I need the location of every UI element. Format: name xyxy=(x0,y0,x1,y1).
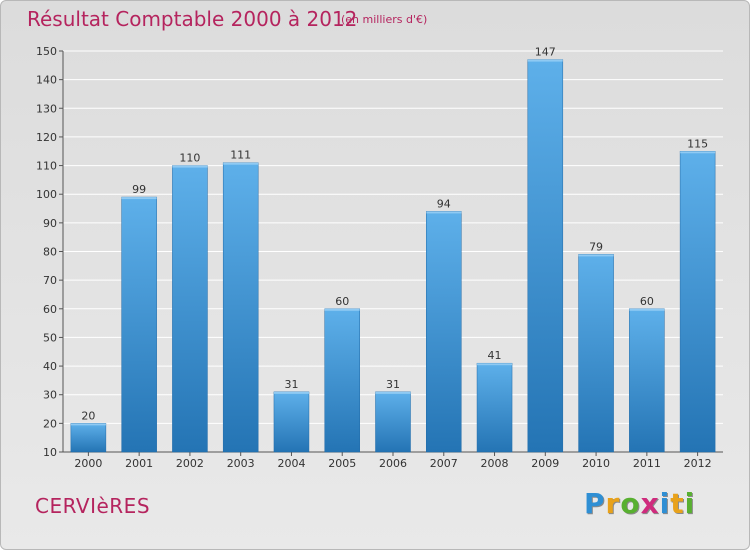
bar-2004 xyxy=(273,391,310,453)
data-label-2010: 79 xyxy=(589,240,603,253)
y-tick-label: 150 xyxy=(36,45,57,58)
bar-2012 xyxy=(679,151,716,453)
bar-highlight-2004 xyxy=(273,391,309,394)
label-layer: 20 99 110 111 31 60 31 94 41 147 79 60 115 xyxy=(81,46,708,423)
bar-highlight-2012 xyxy=(680,151,716,154)
chart-subtitle: (en milliers d'€) xyxy=(341,13,428,26)
bar-highlight-2011 xyxy=(629,308,665,311)
data-label-2007: 94 xyxy=(437,197,451,210)
data-label-2011: 60 xyxy=(640,295,654,308)
x-tick-label: 2010 xyxy=(582,457,610,470)
y-tick-label: 30 xyxy=(43,389,57,402)
x-tick-label: 2005 xyxy=(328,457,356,470)
y-tick-label: 40 xyxy=(43,360,57,373)
proxiti-logo: Proxiti xyxy=(584,487,695,520)
bar-highlight-2006 xyxy=(375,391,411,394)
y-tick-label: 120 xyxy=(36,131,57,144)
bar-2001 xyxy=(121,196,157,453)
bar-highlight-2010 xyxy=(578,254,614,257)
logo-letter: t xyxy=(670,487,685,520)
bar-layer xyxy=(70,59,716,453)
y-tick-label: 130 xyxy=(36,102,57,115)
x-tick-label: 2008 xyxy=(481,457,509,470)
logo-letter: i xyxy=(659,487,671,520)
x-tick-label: 2012 xyxy=(684,457,712,470)
x-tick-label: 2001 xyxy=(125,457,153,470)
bar-highlight-2008 xyxy=(477,363,513,366)
bar-2011 xyxy=(629,308,665,453)
bar-2003 xyxy=(222,162,259,453)
data-label-2006: 31 xyxy=(386,378,400,391)
logo-letter: r xyxy=(605,487,621,520)
data-label-2001: 99 xyxy=(132,183,146,196)
y-tick-label: 140 xyxy=(36,74,57,87)
logo-letter: x xyxy=(640,487,660,520)
bar-2007 xyxy=(426,211,462,453)
y-tick-label: 60 xyxy=(43,303,57,316)
data-label-2002: 110 xyxy=(179,152,200,165)
x-tick-label: 2002 xyxy=(176,457,204,470)
x-tick-label: 2006 xyxy=(379,457,407,470)
place-name: CERVIèRES xyxy=(35,494,151,518)
data-label-2004: 31 xyxy=(284,378,298,391)
bar-highlight-2002 xyxy=(172,165,208,168)
data-label-2005: 60 xyxy=(335,295,349,308)
bar-highlight-2007 xyxy=(426,211,462,214)
y-tick-label: 100 xyxy=(36,188,57,201)
y-tick-label: 70 xyxy=(43,274,57,287)
x-tick-label: 2007 xyxy=(430,457,458,470)
y-tick-label: 90 xyxy=(43,217,57,230)
logo-letter: i xyxy=(684,487,696,520)
bar-2009 xyxy=(527,59,564,453)
data-label-2003: 111 xyxy=(230,149,251,162)
data-label-2009: 147 xyxy=(535,46,556,59)
y-tick-label: 20 xyxy=(43,417,57,430)
bar-highlight-2009 xyxy=(527,59,563,62)
x-tick-label: 2011 xyxy=(633,457,661,470)
bar-highlight-2005 xyxy=(324,308,360,311)
bar-2005 xyxy=(324,308,360,453)
data-label-2012: 115 xyxy=(687,137,708,150)
y-tick-label: 110 xyxy=(36,160,57,173)
bar-highlight-2001 xyxy=(121,197,157,200)
x-tick-label: 2000 xyxy=(74,457,102,470)
bar-2000 xyxy=(70,423,107,453)
bar-2010 xyxy=(578,254,614,453)
x-tick-label: 2004 xyxy=(277,457,305,470)
bar-2008 xyxy=(476,362,513,453)
logo-letter: o xyxy=(620,487,641,520)
y-tick-label: 50 xyxy=(43,331,57,344)
bar-2002 xyxy=(172,165,208,453)
x-tick-label: 2003 xyxy=(227,457,255,470)
bar-2006 xyxy=(375,391,411,453)
bar-highlight-2000 xyxy=(70,423,106,426)
data-label-2008: 41 xyxy=(488,349,502,362)
x-tick-label: 2009 xyxy=(531,457,559,470)
logo-letter: P xyxy=(584,487,606,520)
y-tick-label: 10 xyxy=(43,446,57,459)
bar-highlight-2003 xyxy=(223,162,259,165)
y-tick-label: 80 xyxy=(43,246,57,259)
data-label-2000: 20 xyxy=(81,409,95,422)
chart-title: Résultat Comptable 2000 à 2012 xyxy=(27,7,358,31)
